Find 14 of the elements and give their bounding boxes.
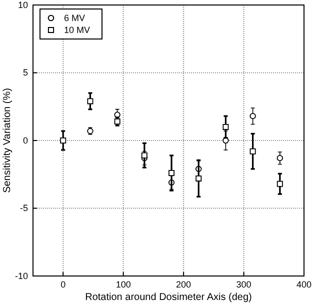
legend-label: 6 MV (64, 13, 86, 23)
x-tick-label: 0 (60, 279, 66, 290)
y-tick-label: 10 (18, 0, 28, 10)
x-tick-label: 300 (236, 279, 252, 290)
x-axis-title: Rotation around Dosimeter Axis (deg) (85, 292, 252, 303)
y-tick-label: 5 (22, 68, 28, 78)
y-tick-label: -10 (14, 270, 28, 281)
x-tick-label: 400 (296, 279, 312, 290)
y-tick-label: -5 (20, 203, 28, 214)
legend-label: 10 MV (64, 25, 90, 35)
y-tick-label: 0 (22, 135, 28, 146)
y-axis-title: Sensitivity Variation (%) (2, 88, 13, 193)
x-tick-label: 100 (116, 279, 131, 290)
x-tick-label: 200 (176, 279, 192, 290)
